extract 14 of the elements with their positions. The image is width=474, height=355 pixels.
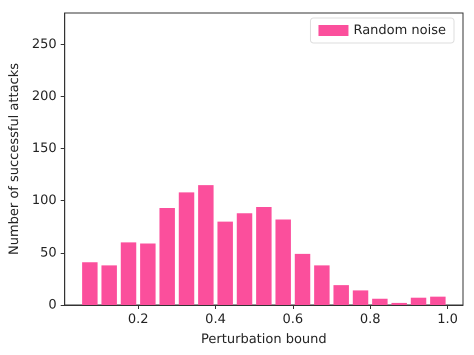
x-tick-label: 0.4 (205, 312, 226, 327)
y-tick-label: 200 (32, 88, 57, 104)
y-axis-title: Number of successful attacks (7, 62, 22, 256)
legend-label: Random noise (353, 23, 446, 38)
y-tick-label: 100 (32, 193, 57, 208)
x-tick-label: 0.6 (282, 312, 304, 327)
y-tick-label: 150 (32, 141, 57, 156)
x-axis-title: Perturbation bound (201, 332, 327, 347)
y-tick-label: 250 (32, 36, 57, 52)
x-tick-label: 0.8 (360, 312, 381, 327)
x-tick-label: 0.2 (128, 312, 149, 327)
y-tick-label: 0 (48, 298, 57, 312)
y-tick-label: 50 (40, 245, 57, 260)
x-tick-label: 1.0 (437, 312, 458, 327)
